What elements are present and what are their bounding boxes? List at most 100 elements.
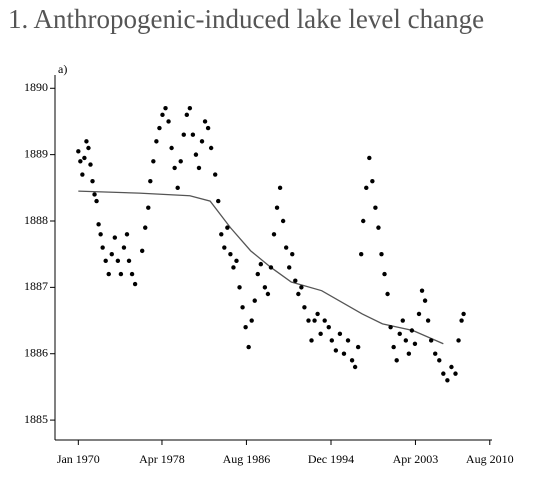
data-point <box>403 338 409 343</box>
data-point <box>151 159 156 164</box>
data-point <box>184 112 190 118</box>
data-point <box>212 172 218 177</box>
data-point <box>240 305 245 310</box>
data-point <box>100 245 105 250</box>
data-point <box>80 172 85 177</box>
data-point <box>367 155 372 161</box>
data-point <box>312 318 317 323</box>
data-point <box>441 371 446 376</box>
data-point <box>234 258 239 264</box>
data-point <box>86 145 91 151</box>
data-point <box>437 358 442 363</box>
data-point <box>78 159 83 164</box>
data-point <box>115 258 121 264</box>
data-point <box>406 351 412 356</box>
y-tick-label: 1886 <box>24 345 48 359</box>
data-point <box>178 159 183 164</box>
data-point <box>262 285 268 290</box>
data-point <box>355 344 361 350</box>
data-point <box>400 318 405 323</box>
panel-label: a) <box>58 62 67 76</box>
data-point <box>237 285 242 290</box>
data-point <box>146 205 151 210</box>
data-point <box>394 358 399 363</box>
data-point <box>333 348 339 353</box>
data-point <box>243 324 248 330</box>
data-point <box>205 125 211 131</box>
data-point <box>359 251 364 257</box>
data-point <box>290 251 295 257</box>
data-point <box>373 205 378 210</box>
data-point <box>258 261 264 267</box>
chart: a) 1885 1886 1887 1888 1889 1890 Jan 1970 Apr 1… <box>24 62 514 466</box>
x-tick-label: Dec 1994 <box>308 452 354 466</box>
data-point <box>121 245 127 250</box>
data-point <box>283 245 289 250</box>
data-point <box>148 178 153 184</box>
data-point <box>98 232 103 237</box>
data-point <box>409 328 415 333</box>
data-point <box>453 371 458 376</box>
data-point <box>433 351 438 356</box>
data-point <box>271 232 277 237</box>
data-point <box>391 344 396 350</box>
data-point <box>329 338 335 343</box>
data-point <box>76 149 81 154</box>
data-point <box>208 145 214 151</box>
data-point <box>352 364 358 370</box>
data-point <box>112 235 118 240</box>
data-point <box>82 155 87 161</box>
data-point <box>315 311 320 317</box>
x-tick-label: Apr 2003 <box>393 452 439 466</box>
trend-line <box>78 190 444 345</box>
data-point <box>90 178 95 184</box>
y-tick-label: 1890 <box>24 80 48 94</box>
data-point <box>388 324 393 330</box>
data-point <box>397 331 402 337</box>
data-point <box>459 318 464 323</box>
data-point <box>322 318 327 323</box>
data-point <box>109 251 114 257</box>
data-point <box>190 132 196 137</box>
chart-title: 1. Anthropogenic-induced lake level chan… <box>8 4 485 34</box>
data-point <box>92 192 97 197</box>
x-tick-label: Aug 1986 <box>223 452 271 466</box>
data-point <box>246 344 251 350</box>
data-point <box>199 139 205 144</box>
data-point <box>296 291 301 297</box>
data-point <box>419 288 425 293</box>
data-point <box>274 205 280 210</box>
data-point <box>88 162 93 167</box>
data-point <box>456 338 461 343</box>
data-point <box>309 338 314 343</box>
data-point <box>345 338 351 343</box>
data-point <box>306 318 311 323</box>
data-point <box>106 271 111 277</box>
data-point <box>382 271 387 277</box>
data-point <box>428 338 434 343</box>
data-point <box>364 185 369 191</box>
data-point <box>126 258 132 264</box>
data-point <box>412 341 418 346</box>
data-point <box>132 281 138 287</box>
data-point <box>103 258 108 264</box>
data-point <box>222 245 227 250</box>
data-point <box>231 265 236 270</box>
y-tick-label: 1889 <box>24 146 48 160</box>
data-point <box>172 165 177 171</box>
data-point <box>379 251 384 257</box>
data-point <box>96 222 101 227</box>
data-point <box>268 265 274 270</box>
data-point <box>163 105 168 111</box>
data-point <box>416 311 422 317</box>
data-point <box>422 298 428 303</box>
data-point <box>228 251 233 257</box>
data-point <box>157 125 162 131</box>
data-point <box>193 152 199 157</box>
data-point <box>299 285 304 290</box>
data-point <box>376 225 381 230</box>
data-point <box>94 198 99 204</box>
data-point <box>181 132 186 137</box>
data-point <box>118 271 124 277</box>
